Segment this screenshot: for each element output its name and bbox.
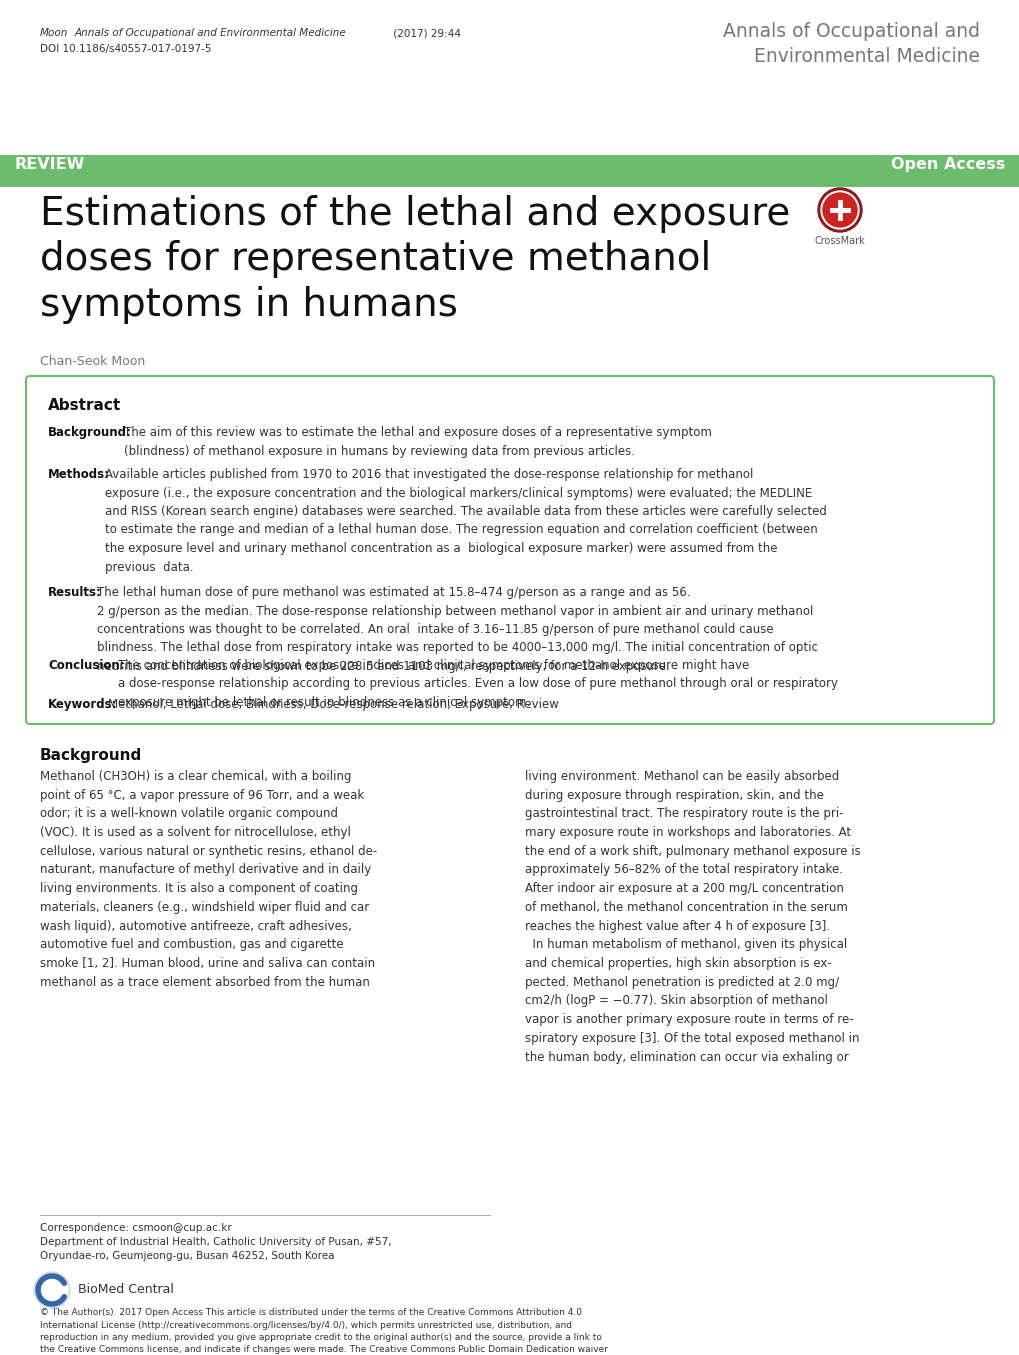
Text: Methanol (CH3OH) is a clear chemical, with a boiling
point of 65 °C, a vapor pre: Methanol (CH3OH) is a clear chemical, wi…	[40, 770, 377, 989]
Text: The lethal human dose of pure methanol was estimated at 15.8–474 g/person as a r: The lethal human dose of pure methanol w…	[97, 585, 817, 673]
Text: Annals of Occupational and
Environmental Medicine: Annals of Occupational and Environmental…	[722, 22, 979, 66]
Circle shape	[34, 1272, 70, 1308]
Text: CrossMark: CrossMark	[814, 236, 864, 247]
Circle shape	[822, 192, 856, 228]
Text: DOI 10.1186/s40557-017-0197-5: DOI 10.1186/s40557-017-0197-5	[40, 43, 211, 54]
Text: Methods:: Methods:	[48, 467, 110, 481]
Text: Methanol, Lethal dose, Blindness, Dose-response relation, Exposure, Review: Methanol, Lethal dose, Blindness, Dose-r…	[108, 698, 558, 711]
Text: Background: Background	[40, 748, 142, 763]
Text: Available articles published from 1970 to 2016 that investigated the dose-respon: Available articles published from 1970 t…	[105, 467, 826, 573]
Circle shape	[820, 191, 858, 229]
FancyBboxPatch shape	[25, 375, 994, 724]
Bar	[0, 154, 1019, 187]
Text: Correspondence: csmoon@cup.ac.kr
Department of Industrial Health, Catholic Unive: Correspondence: csmoon@cup.ac.kr Departm…	[40, 1224, 391, 1262]
Text: Chan-Seok Moon: Chan-Seok Moon	[40, 355, 145, 369]
Text: BioMed Central: BioMed Central	[77, 1283, 173, 1295]
Text: Open Access: Open Access	[890, 157, 1004, 172]
Text: Estimations of the lethal and exposure
doses for representative methanol
symptom: Estimations of the lethal and exposure d…	[40, 195, 790, 324]
Text: The concentration of biological exposure indices and clinical symptoms for metha: The concentration of biological exposure…	[118, 659, 838, 709]
Text: REVIEW: REVIEW	[15, 157, 86, 172]
Text: Conclusion:: Conclusion:	[48, 659, 124, 672]
Text: Moon: Moon	[40, 28, 68, 38]
Text: Keywords:: Keywords:	[48, 698, 117, 711]
Text: living environment. Methanol can be easily absorbed
during exposure through resp: living environment. Methanol can be easi…	[525, 770, 860, 1064]
Circle shape	[36, 1274, 68, 1306]
Text: Results:: Results:	[48, 585, 102, 599]
Text: Background:: Background:	[48, 425, 131, 439]
Text: © The Author(s). 2017 Open Access This article is distributed under the terms of: © The Author(s). 2017 Open Access This a…	[40, 1308, 620, 1355]
Text: (2017) 29:44: (2017) 29:44	[389, 28, 461, 38]
Text: Annals of Occupational and Environmental Medicine: Annals of Occupational and Environmental…	[75, 28, 346, 38]
Text: Abstract: Abstract	[48, 398, 121, 413]
Text: The aim of this review was to estimate the lethal and exposure doses of a repres: The aim of this review was to estimate t…	[124, 425, 711, 458]
Circle shape	[817, 188, 861, 232]
